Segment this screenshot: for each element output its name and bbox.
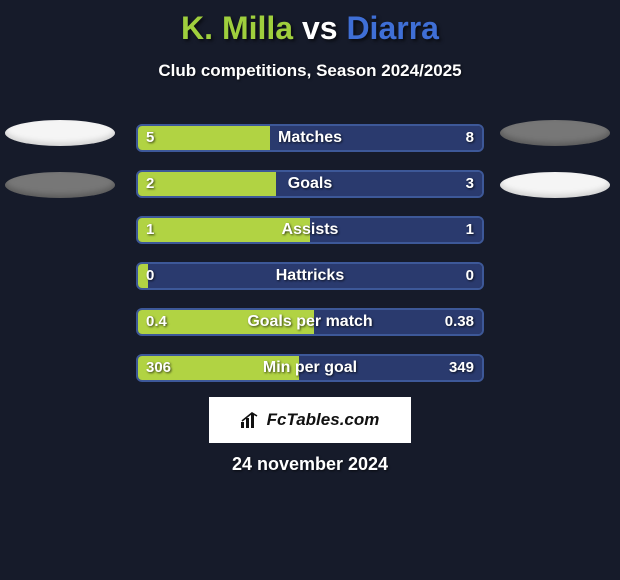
- badge-ellipse: [5, 120, 115, 146]
- chart-icon: [241, 412, 261, 428]
- badge-ellipse: [500, 120, 610, 146]
- stat-row: 306349Min per goal: [136, 354, 484, 382]
- stat-label: Matches: [138, 126, 482, 150]
- stat-row: 11Assists: [136, 216, 484, 244]
- stat-label: Goals per match: [138, 310, 482, 334]
- stat-label: Hattricks: [138, 264, 482, 288]
- badge-ellipse: [5, 172, 115, 198]
- vs-text: vs: [302, 10, 338, 46]
- player2-name: Diarra: [346, 10, 439, 46]
- footer-date: 24 november 2024: [0, 454, 620, 475]
- comparison-subtitle: Club competitions, Season 2024/2025: [0, 61, 620, 81]
- player2-badges: [500, 120, 615, 224]
- stat-label: Assists: [138, 218, 482, 242]
- fctables-logo: FcTables.com: [209, 397, 411, 443]
- player1-badges: [5, 120, 120, 224]
- comparison-title: K. Milla vs Diarra: [0, 0, 620, 47]
- stat-row: 0.40.38Goals per match: [136, 308, 484, 336]
- stat-row: 00Hattricks: [136, 262, 484, 290]
- logo-text: FcTables.com: [267, 410, 380, 430]
- stat-row: 23Goals: [136, 170, 484, 198]
- stat-row: 58Matches: [136, 124, 484, 152]
- stat-label: Min per goal: [138, 356, 482, 380]
- stat-bars-container: 58Matches 23Goals 11Assists 00Hattricks 0.40…: [136, 124, 484, 400]
- stat-label: Goals: [138, 172, 482, 196]
- player1-name: K. Milla: [181, 10, 293, 46]
- badge-ellipse: [500, 172, 610, 198]
